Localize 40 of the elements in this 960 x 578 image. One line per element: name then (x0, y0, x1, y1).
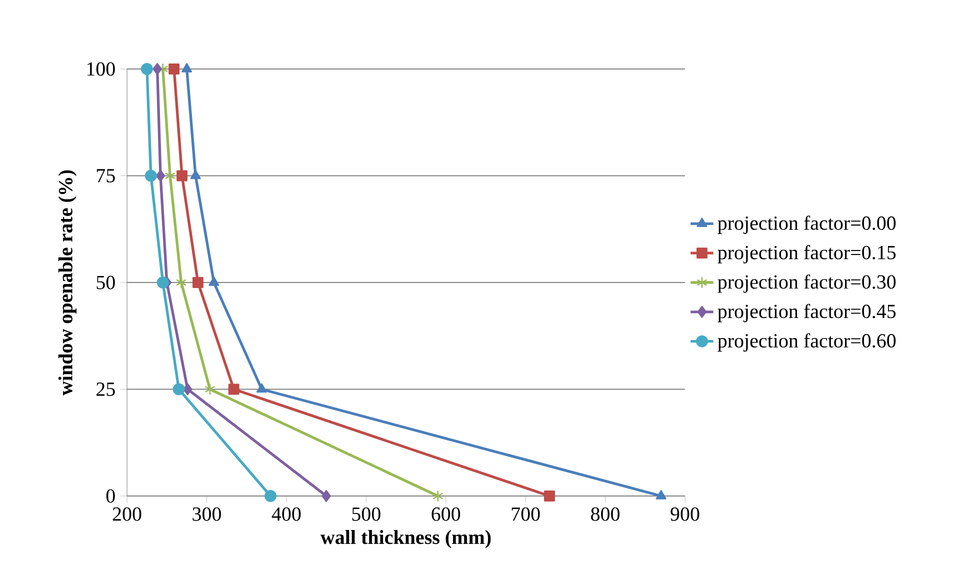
point (192, 277, 204, 288)
point (168, 64, 180, 74)
point (140, 62, 153, 75)
x-tick-label: 500 (352, 507, 380, 521)
point (264, 490, 276, 502)
y-axis-title: window openable rate (%) (58, 170, 76, 396)
point (432, 490, 444, 502)
x-tick-label: 600 (432, 507, 460, 521)
point (152, 62, 162, 75)
x-tick-label: 900 (670, 507, 700, 521)
point (208, 276, 220, 286)
point (544, 490, 555, 502)
point (144, 170, 157, 182)
legend-label: projection factor=0.60 (718, 333, 896, 352)
y-tick-label: 25 (96, 382, 115, 396)
point (172, 383, 185, 396)
point (156, 170, 166, 182)
legend-label: projection factor=0.00 (718, 216, 896, 234)
point (256, 383, 268, 393)
x-tick-label: 200 (112, 507, 142, 521)
x-tick-label: 300 (192, 507, 221, 521)
point (182, 62, 192, 72)
point (190, 170, 201, 180)
x-tick-label: 700 (512, 507, 540, 521)
y-tick-label: 0 (106, 489, 115, 503)
point (204, 383, 216, 396)
y-tick-label: 100 (87, 62, 115, 76)
x-axis-title: wall thickness (mm) (320, 530, 491, 548)
x-tick-label: 800 (591, 507, 620, 521)
y-tick-label: 50 (96, 276, 115, 290)
point (156, 276, 169, 288)
legend-label: projection factor=0.30 (718, 274, 896, 293)
point (322, 490, 331, 502)
point (176, 170, 188, 182)
y-tick-label: 75 (96, 169, 115, 182)
x-tick-label: 400 (272, 507, 301, 521)
point (656, 490, 666, 500)
legend-label: projection factor=0.15 (718, 245, 896, 264)
point (228, 384, 240, 395)
legend-label: projection factor=0.45 (718, 304, 896, 322)
